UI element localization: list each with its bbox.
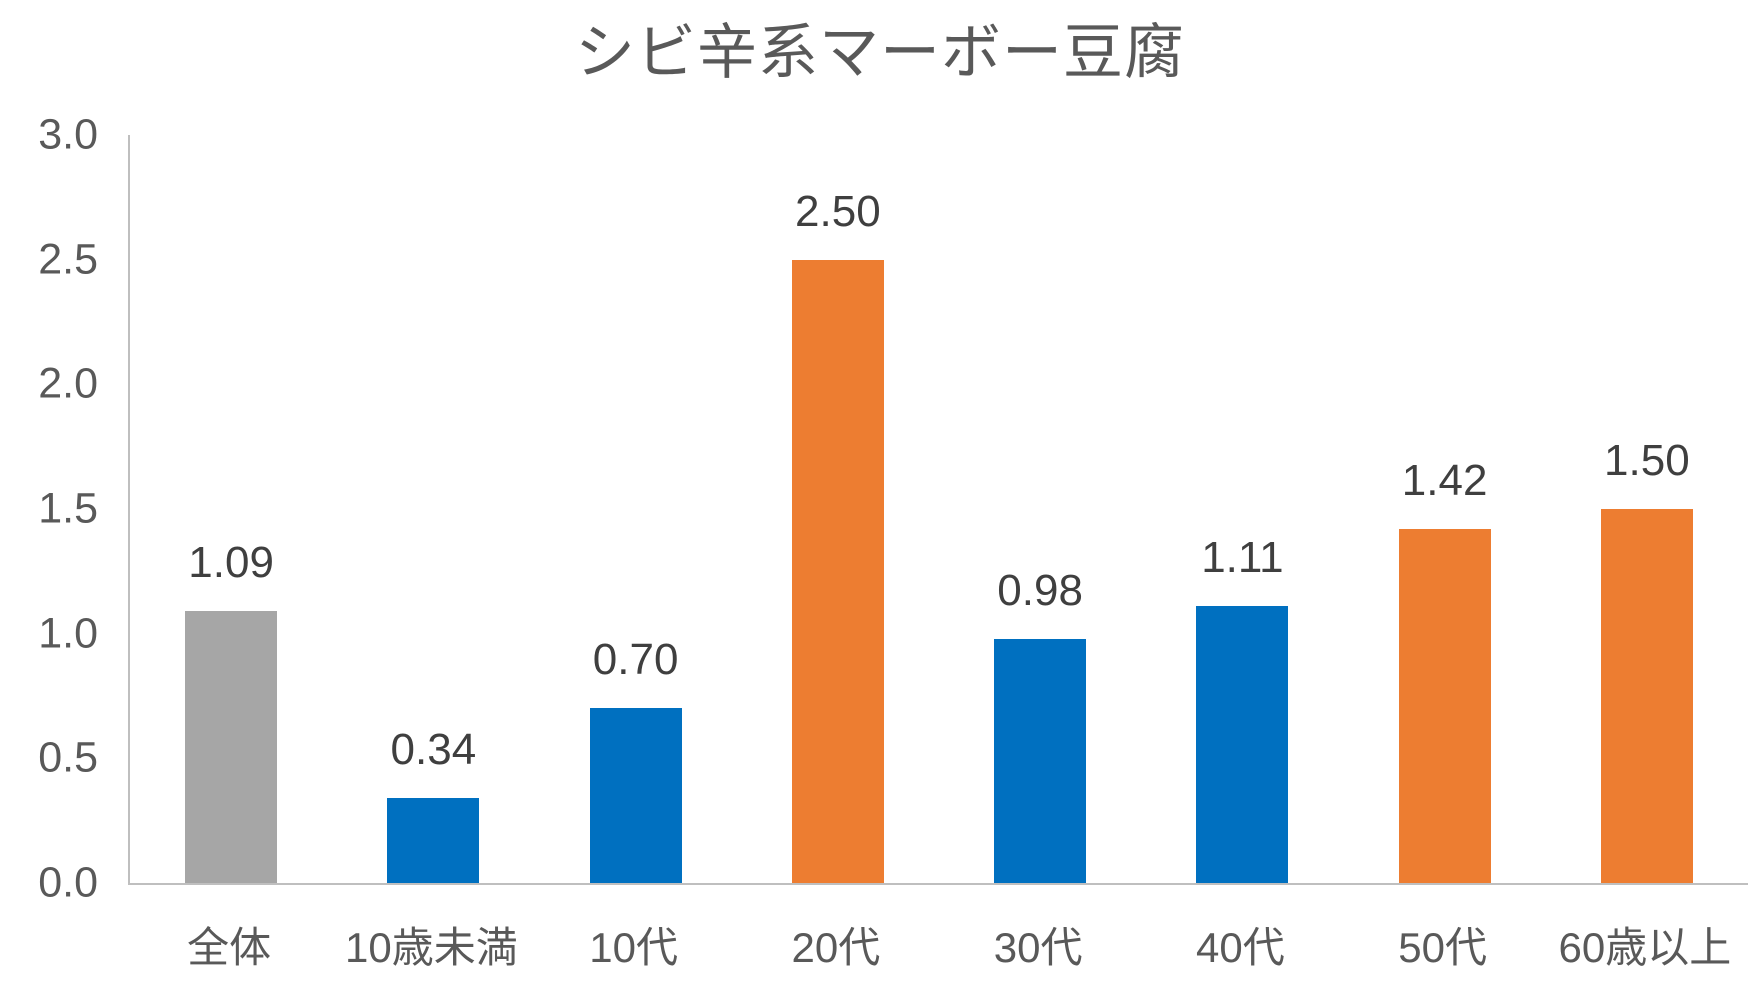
x-axis-label: 40代	[1196, 924, 1285, 971]
y-axis-tick-label: 2.5	[38, 235, 98, 284]
bar	[589, 708, 682, 883]
bar-value-label: 0.98	[997, 565, 1083, 615]
y-axis-tick-label: 0.0	[38, 858, 98, 907]
x-axis-label: 10歳未満	[345, 924, 518, 971]
bar-slot: 1.42	[1344, 135, 1546, 883]
bar-value-label: 1.50	[1604, 436, 1690, 485]
x-axis-label: 全体	[187, 924, 272, 971]
bar-slot: 1.09	[130, 135, 332, 883]
bar-slot: 0.70	[535, 135, 737, 883]
x-axis-label: 50代	[1398, 924, 1487, 971]
y-axis-tick-label: 3.0	[38, 110, 98, 159]
bar	[1600, 509, 1693, 883]
bar-value-label: 1.09	[188, 538, 274, 588]
bar-value-label: 0.34	[390, 725, 477, 775]
chart-title: シビ辛系マーボー豆腐	[575, 19, 1185, 86]
x-axis-label: 60歳以上	[1558, 924, 1732, 971]
y-axis-tick-label: 2.0	[38, 359, 98, 408]
bar	[1398, 528, 1491, 883]
bar	[185, 611, 278, 883]
y-axis-tick-label: 0.5	[38, 733, 98, 782]
bar-slot: 2.50	[737, 135, 939, 883]
bar	[994, 638, 1087, 883]
x-axis-label: 20代	[791, 924, 881, 971]
bar	[1196, 606, 1289, 883]
bar-value-label: 1.11	[1201, 533, 1284, 583]
bar-value-label: 2.50	[795, 186, 881, 236]
bar-slot: 0.98	[939, 135, 1141, 883]
plot-area: 1.09 0.34 0.70 2.50 0.98 1.11 1.42 1.50	[128, 135, 1748, 885]
x-axis-label: 30代	[993, 924, 1083, 971]
x-axis-label: 10代	[589, 924, 678, 971]
bar-value-label: 1.42	[1401, 455, 1488, 505]
bar	[791, 259, 884, 883]
bar	[387, 798, 480, 883]
y-axis-tick-label: 1.0	[38, 609, 98, 658]
bar-slot: 0.34	[332, 135, 534, 883]
y-axis: 3.0 2.5 2.0 1.5 1.0 0.5 0.0	[0, 113, 98, 904]
bar-value-label: 0.70	[592, 635, 679, 685]
bar-slot: 1.50	[1546, 135, 1748, 883]
bar-slot: 1.11	[1141, 135, 1343, 883]
x-axis: 全体 10歳未満 10代 20代 30代 40代 50代 60歳以上	[128, 924, 1746, 985]
y-axis-tick-label: 1.5	[38, 484, 98, 533]
